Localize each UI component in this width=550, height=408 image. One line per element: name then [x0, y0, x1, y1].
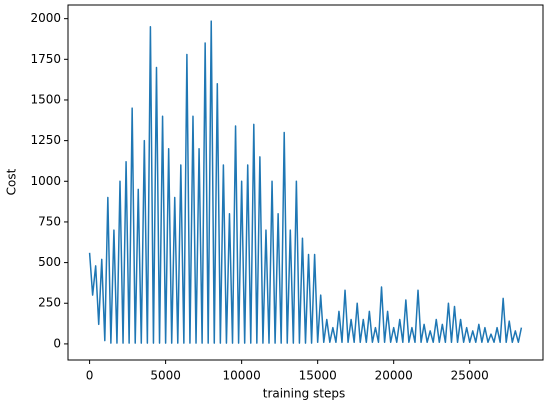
- x-axis-label: training steps: [263, 387, 346, 401]
- x-tick-label: 10000: [223, 369, 261, 383]
- plot-frame: [67, 4, 544, 361]
- y-tick-label: 1250: [30, 133, 61, 147]
- y-tick-label: 750: [38, 214, 61, 228]
- y-tick-label: 500: [38, 255, 61, 269]
- y-tick-label: 1750: [30, 52, 61, 66]
- cost-line: [88, 20, 523, 344]
- x-tick-label: 25000: [451, 369, 489, 383]
- x-tick-label: 5000: [150, 369, 181, 383]
- y-tick-label: 0: [53, 336, 61, 350]
- y-tick-label: 250: [38, 296, 61, 310]
- x-tick-label: 0: [86, 369, 94, 383]
- x-tick-label: 20000: [375, 369, 413, 383]
- y-tick-label: 2000: [30, 11, 61, 25]
- y-tick-label: 1500: [30, 92, 61, 106]
- y-tick-label: 1000: [30, 174, 61, 188]
- x-tick-label: 15000: [299, 369, 337, 383]
- y-axis-label: Cost: [5, 168, 19, 195]
